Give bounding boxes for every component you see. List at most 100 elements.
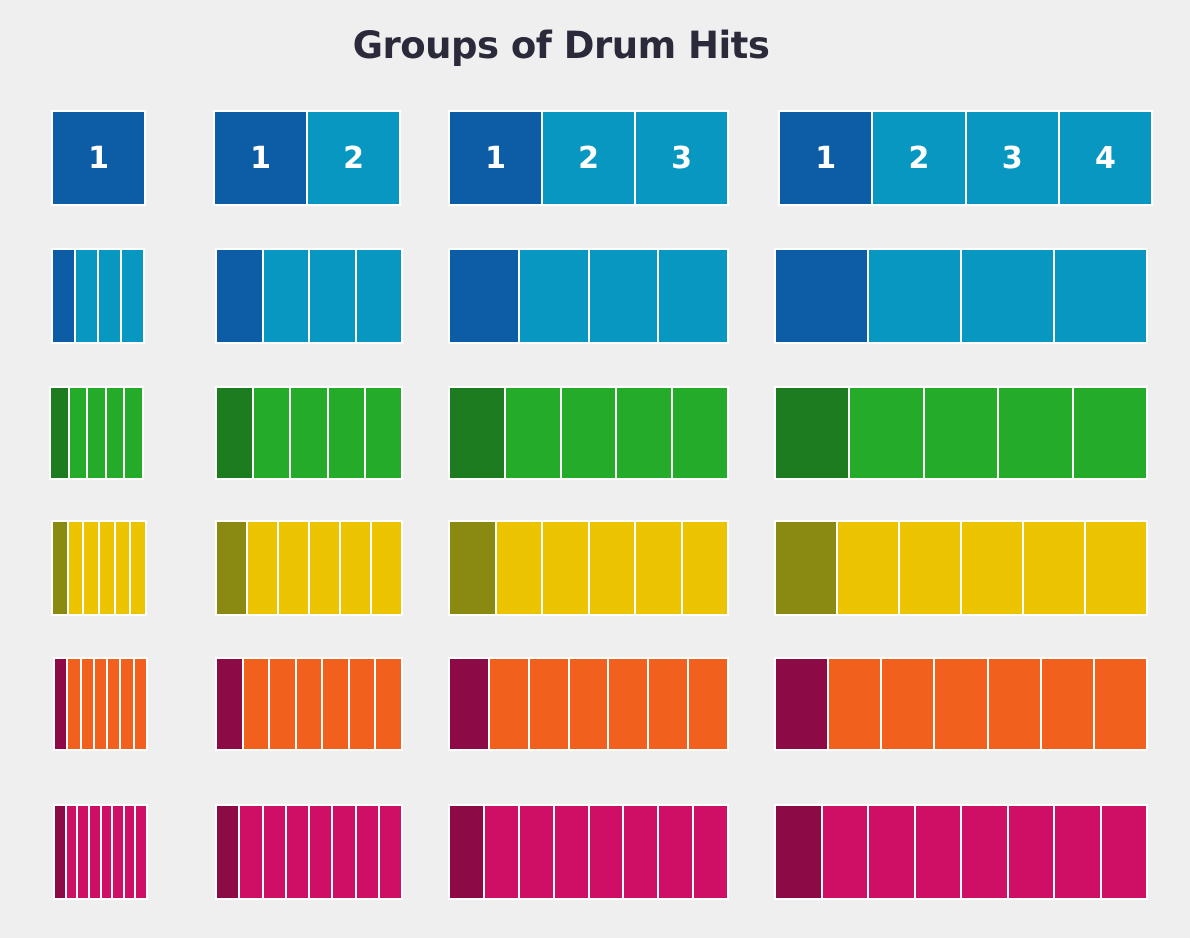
drum-hit-cell [935,659,987,749]
drum-group-row4-col3 [448,520,729,616]
drum-hit-cell [254,388,290,478]
drum-hit-cell [76,250,97,342]
drum-hit-cell [310,522,339,614]
drum-hit-cell [349,659,375,749]
drum-hit-cell [962,522,1022,614]
drum-hit-cell [1094,659,1146,749]
drum-hit-cell [484,806,518,898]
drum-hit-cell [589,806,623,898]
drum-hit-cell [1101,806,1146,898]
drum-hit-cell [529,659,568,749]
drum-hit-cell [66,806,77,898]
drum-hit-cell [68,659,80,749]
drum-group-row5-col3 [448,657,729,751]
drum-hit-cell [341,522,370,614]
beat-number-label: 2 [543,112,634,204]
drum-hit-cell [356,806,378,898]
drum-group-row2-col1 [51,248,145,344]
drum-hit-cell [108,659,120,749]
drum-hit-cell [263,250,308,342]
drum-hit-cell [450,659,488,749]
drum-hit-cell [829,659,881,749]
drum-hit-cell [900,522,960,614]
drum-hit-cell [69,388,87,478]
drum-group-row4-col4 [774,520,1148,616]
drum-hit-cell [310,806,332,898]
drum-hit-cell [122,250,143,342]
drum-group-row5-col1 [53,657,148,751]
drum-hit-cell [450,806,483,898]
drum-hit-cell [519,250,588,342]
drum-hit-cell [115,522,130,614]
beat-number-label: 1 [53,112,144,204]
drum-group-row6-col1 [53,804,148,900]
drum-hit-cell [55,659,67,749]
drum-hit-cell [569,659,608,749]
drum-hit-cell [243,659,269,749]
beat-number-label: 1 [450,112,541,204]
drum-hit-cell [248,522,277,614]
beat-number-label: 2 [308,112,399,204]
drum-hit-cell [286,806,308,898]
drum-hit-cell [822,806,867,898]
drum-hit-cell [869,250,960,342]
drum-hit-cell [659,250,727,342]
drum-hit-cell [589,522,634,614]
drum-hit-cell [776,659,828,749]
drum-hit-cell [217,806,239,898]
drum-hit-cell [134,659,146,749]
drum-hit-cell [78,806,88,898]
drum-group-row5-col4 [774,657,1148,751]
drum-group-row2-col2 [215,248,403,344]
drum-hit-cell [999,388,1072,478]
drum-hit-cell [489,659,528,749]
drum-hit-cell [51,388,68,478]
drum-hit-cell [924,388,998,478]
beat-number-label: 1 [780,112,872,204]
drum-hit-cell [1055,250,1146,342]
drum-hit-cell [372,522,401,614]
drum-hit-cell [1041,659,1093,749]
drum-hit-cell [589,250,658,342]
drum-hit-cell [68,522,83,614]
drum-hit-cell [88,388,105,478]
drum-hit-cell [519,806,553,898]
drum-hit-cell [328,388,364,478]
drum-hit-cell [915,806,960,898]
drum-hit-cell [609,659,648,749]
drum-group-row6-col3 [448,804,729,900]
drum-hit-cell [624,806,658,898]
drum-hit-cell [81,659,93,749]
drum-hit-cell [962,806,1007,898]
drum-hit-cell [689,659,728,749]
drum-group-row3-col2 [215,386,403,480]
beat-number-label: 3 [636,112,727,204]
drum-hit-cell [776,388,849,478]
drum-hit-cell [869,806,914,898]
drum-hit-cell [323,659,348,749]
drum-hit-cell [217,250,262,342]
drum-hit-cell [53,522,67,614]
beat-number-label: 1 [215,112,306,204]
drum-hit-cell [53,250,74,342]
drum-hit-cell [379,806,401,898]
drum-group-row6-col4 [774,804,1148,900]
drum-group-row1-col1: 1 [51,110,146,206]
drum-hit-cell [962,250,1053,342]
drum-hit-cell [217,388,253,478]
drum-hit-cell [217,659,242,749]
drum-hit-cell [310,250,355,342]
drum-hit-cell [1086,522,1146,614]
beat-number-label: 3 [966,112,1058,204]
drum-hit-cell [270,659,295,749]
drum-hit-cell [649,659,688,749]
drum-group-row4-col2 [215,520,403,616]
drum-hit-cell [496,522,541,614]
drum-hit-cell [505,388,560,478]
drum-hit-cell [136,806,146,898]
drum-group-row3-col1 [49,386,144,480]
drum-group-row5-col2 [215,657,403,751]
drum-hit-cell [776,522,836,614]
